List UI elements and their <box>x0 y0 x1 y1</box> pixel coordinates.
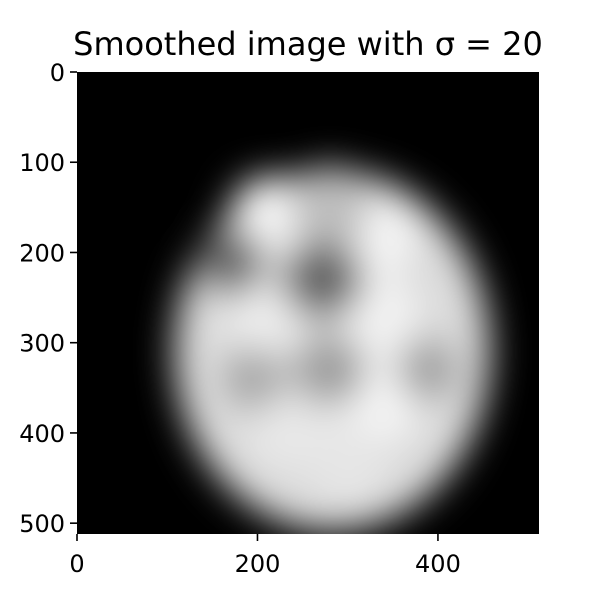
chart-title: Smoothed image with σ = 20 <box>73 25 543 63</box>
y-axis-ticks: 0 100 200 300 400 500 <box>19 59 77 538</box>
x-tick-label: 200 <box>235 550 281 578</box>
y-tick-label: 300 <box>19 330 65 358</box>
y-tick-label: 500 <box>19 510 65 538</box>
x-tick-label: 400 <box>415 550 461 578</box>
y-tick-label: 100 <box>19 149 65 177</box>
dark-region <box>221 347 285 411</box>
dark-region <box>281 237 364 319</box>
bright-region <box>307 419 389 501</box>
smoothed-image <box>77 72 539 534</box>
dark-region <box>196 227 265 296</box>
dark-region <box>293 333 366 406</box>
x-axis-ticks: 0 200 400 <box>69 534 461 578</box>
x-tick-label: 0 <box>69 550 84 578</box>
y-tick-label: 0 <box>50 59 65 87</box>
y-tick-label: 400 <box>19 420 65 448</box>
dark-region <box>289 164 371 247</box>
y-tick-label: 200 <box>19 239 65 267</box>
dark-region <box>397 338 461 402</box>
